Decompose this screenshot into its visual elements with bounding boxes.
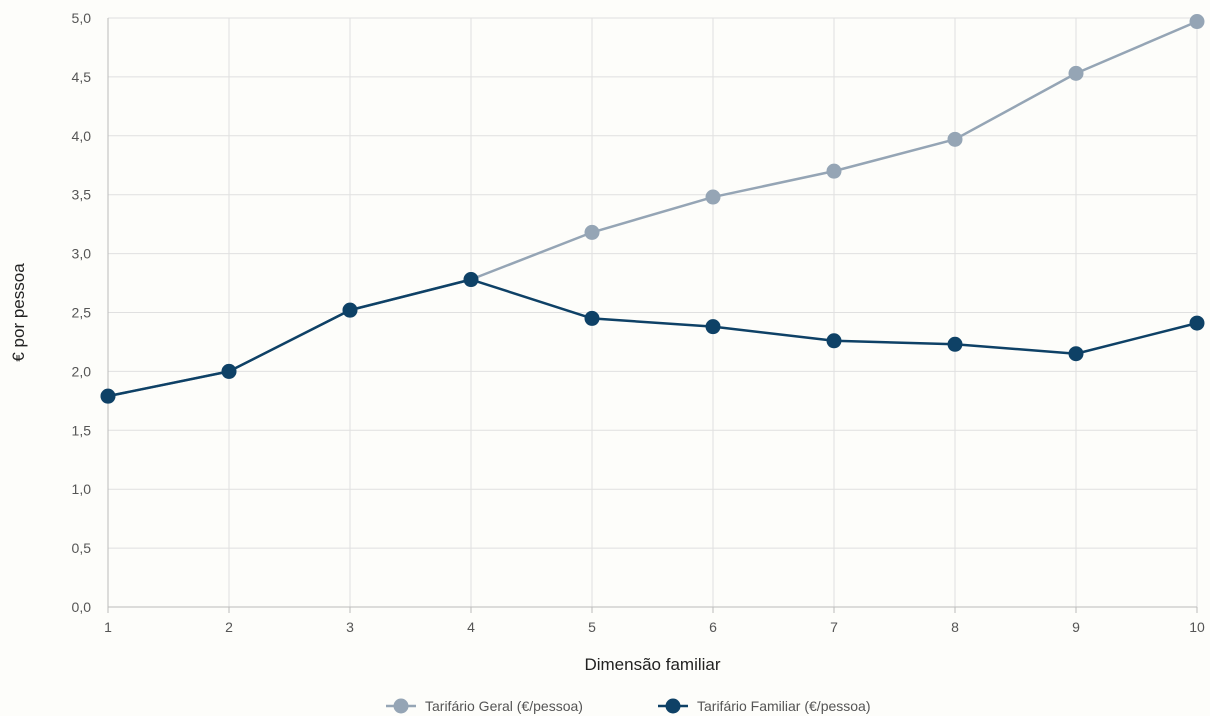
data-point[interactable] [584,224,600,240]
y-tick-label: 4,0 [72,128,92,144]
data-point[interactable] [1068,346,1084,362]
series-tarifario-geral [100,14,1205,404]
x-tick-label: 3 [346,619,354,635]
data-point[interactable] [584,310,600,326]
data-point[interactable] [221,363,237,379]
data-point[interactable] [947,336,963,352]
legend-marker-icon [393,698,409,714]
y-tick-label: 1,0 [72,481,92,497]
x-tick-label: 5 [588,619,596,635]
legend[interactable]: Tarifário Geral (€/pessoa) Tarifário Fami… [386,698,871,714]
y-tick-label: 2,0 [72,363,92,379]
x-tick-label: 9 [1072,619,1080,635]
data-point[interactable] [826,163,842,179]
data-point[interactable] [1068,65,1084,81]
series-line [107,20,1198,398]
x-tick-label: 8 [951,619,959,635]
x-axis-title: Dimensão familiar [584,655,720,674]
data-point[interactable] [947,131,963,147]
x-tick-label: 4 [467,619,475,635]
y-tick-label: 0,5 [72,540,92,556]
y-tick-label: 5,0 [72,10,92,26]
grid [107,17,1198,608]
series-line [107,278,1198,398]
y-tick-label: 3,5 [72,187,92,203]
x-tick-label: 6 [709,619,717,635]
legend-label: Tarifário Geral (€/pessoa) [425,698,583,714]
x-tick-label: 10 [1189,619,1205,635]
series-tarifario-familiar [100,272,1205,404]
y-tick-label: 4,5 [72,69,92,85]
y-tick-label: 1,5 [72,422,92,438]
legend-item[interactable]: Tarifário Familiar (€/pessoa) [658,698,871,714]
data-point[interactable] [705,189,721,205]
legend-marker-icon [665,698,681,714]
legend-label: Tarifário Familiar (€/pessoa) [697,698,871,714]
data-point[interactable] [100,388,116,404]
x-tick-label: 1 [104,619,112,635]
axes: 0,0 0,5 1,0 1,5 2,0 2,5 3,0 3,5 4,0 4,5 5,0 1 2 3 4 5 6 7… [72,10,1205,635]
x-tick-label: 7 [830,619,838,635]
y-axis-title: € por pessoa [9,263,28,362]
y-tick-label: 2,5 [72,305,92,321]
x-tick-label: 2 [225,619,233,635]
legend-item[interactable]: Tarifário Geral (€/pessoa) [386,698,583,714]
data-point[interactable] [342,302,358,318]
data-point[interactable] [1189,14,1205,30]
y-tick-label: 3,0 [72,246,92,262]
y-tick-label: 0,0 [72,599,92,615]
data-point[interactable] [826,333,842,349]
data-point[interactable] [705,319,721,335]
data-point[interactable] [463,272,479,288]
data-point[interactable] [1189,315,1205,331]
series-group [100,14,1205,404]
